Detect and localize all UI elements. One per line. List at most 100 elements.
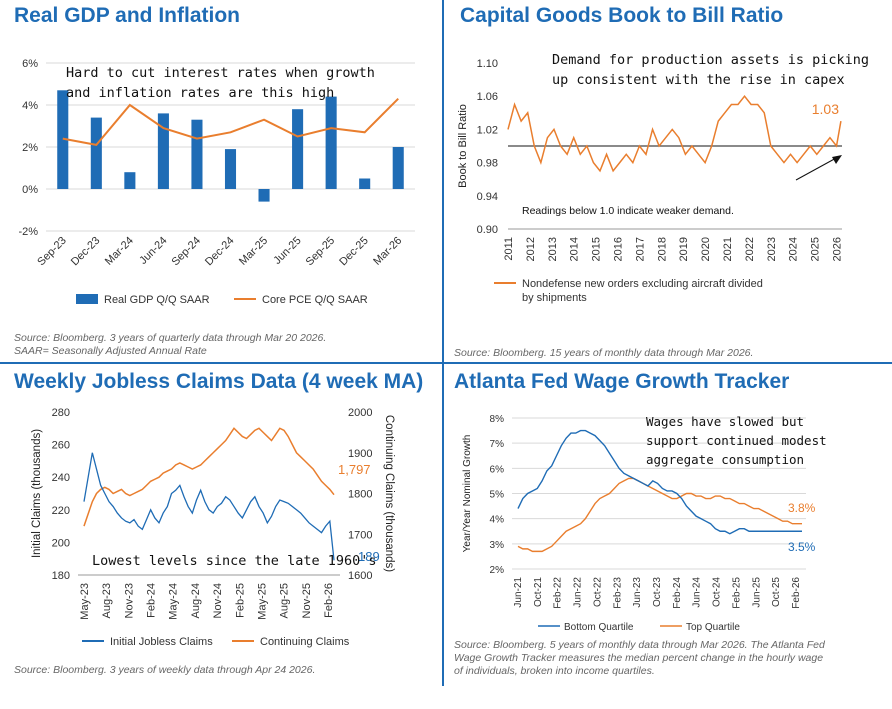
gdp-bar — [258, 189, 270, 202]
gdp-bar — [292, 109, 304, 189]
x-tick-label: Nov-23 — [123, 583, 135, 618]
x-tick-label: 2012 — [525, 237, 537, 261]
x-tick-label: Aug-25 — [279, 583, 291, 618]
y-tick-label: 0% — [22, 184, 38, 196]
x-tick-label: Sep-25 — [304, 235, 338, 269]
panel-source: Source: Bloomberg. 3 years of quarterly … — [14, 332, 326, 358]
panel-source: Source: Bloomberg. 5 years of monthly da… — [454, 639, 825, 678]
legend-label-gdp: Real GDP Q/Q SAAR — [104, 294, 210, 306]
x-tick-label: Feb-24 — [672, 577, 683, 609]
y-tick-label-left: 260 — [52, 440, 70, 452]
x-tick-label: 2015 — [591, 237, 603, 261]
annotation-text: aggregate consumption — [646, 452, 804, 467]
x-tick-label: Mar-25 — [237, 235, 270, 268]
panel-gdp-inflation: Real GDP and Inflation -2% 0% 2% 4% 6% Sep-23… — [0, 0, 446, 357]
arrow-line — [795, 156, 839, 181]
x-tick-label: 2020 — [700, 237, 712, 261]
x-tick-label: Feb-25 — [234, 583, 246, 618]
x-tick-label: Nov-25 — [301, 583, 313, 618]
x-tick-label: Jun-25 — [751, 577, 762, 608]
x-tick-label: 2021 — [722, 237, 734, 261]
x-tick-label: Nov-24 — [212, 583, 224, 618]
y-tick-label-left: 220 — [52, 505, 70, 517]
x-tick-label: Dec-25 — [337, 235, 371, 269]
y-tick-label-left: 240 — [52, 472, 70, 484]
annotation-text: support continued modest — [646, 433, 827, 448]
y-tick-label-left: 180 — [52, 570, 70, 582]
note-text: Readings below 1.0 indicate weaker deman… — [522, 205, 734, 217]
panel-source: Source: Bloomberg. 3 years of weekly dat… — [14, 664, 315, 677]
legend-label-top: Top Quartile — [686, 622, 740, 633]
x-tick-label: May-25 — [256, 583, 268, 620]
x-tick-label: Sep-23 — [35, 235, 69, 269]
y-tick-label-left: 200 — [52, 537, 70, 549]
y-tick-label: 7% — [490, 439, 505, 450]
y-tick-label: 1.06 — [477, 91, 498, 103]
panel-wage-growth: Atlanta Fed Wage Growth Tracker 2% 3% 4% 5%… — [446, 366, 892, 709]
x-tick-label: 2024 — [788, 237, 800, 261]
gdp-bar — [392, 147, 404, 189]
source-line: Source: Bloomberg. 15 years of monthly d… — [454, 347, 754, 359]
x-tick-label: Jun-24 — [137, 235, 169, 267]
wage-growth-chart: 2% 3% 4% 5% 6% 7% 8% Jun-21 Oct-21 Feb-22 Jun-22 Oc… — [462, 414, 827, 633]
gdp-bar — [191, 119, 203, 189]
y-axis-label: Book to Bill Ratio — [457, 104, 469, 188]
x-tick-label: 2023 — [766, 237, 778, 261]
gdp-bar — [224, 149, 237, 189]
y-tick-label: 6% — [22, 58, 38, 70]
source-line: of individuals, broken into income quart… — [454, 665, 655, 677]
x-tick-label: 2022 — [744, 237, 756, 261]
legend-swatch-gdp — [76, 294, 98, 304]
x-tick-label: Jun-23 — [632, 577, 643, 608]
gdp-inflation-chart: -2%0%2%4%6%Sep-23 Dec-23 Mar-24 Jun-24 Sep-2… — [18, 58, 415, 306]
y-axis-label-right: Continuing Claims (thousands) — [383, 415, 395, 572]
annotation-text: Wages have slowed but — [646, 414, 804, 429]
book-to-bill-line — [507, 94, 842, 173]
top-quartile-line — [517, 477, 802, 553]
x-tick-label: Dec-23 — [69, 235, 103, 269]
gdp-bar — [90, 117, 102, 189]
legend-label: Nondefense new orders excluding aircraft… — [522, 278, 763, 290]
y-tick-label: 3% — [490, 540, 505, 551]
y-tick-label: 6% — [490, 464, 505, 475]
panel-title: Weekly Jobless Claims Data (4 week MA) — [14, 370, 424, 393]
y-tick-label: 2% — [22, 142, 38, 154]
end-value-label-top: 3.8% — [788, 501, 816, 515]
x-tick-label: Feb-24 — [146, 583, 158, 618]
panel-jobless-claims: Weekly Jobless Claims Data (4 week MA) 1… — [0, 366, 446, 709]
y-tick-label: 0.94 — [477, 191, 498, 203]
vertical-divider — [442, 0, 444, 686]
y-tick-label: 0.98 — [477, 158, 498, 170]
x-tick-label: 2016 — [613, 237, 625, 261]
continuing-claims-line — [83, 427, 335, 527]
x-tick-label: May-24 — [168, 583, 180, 620]
panel-title: Atlanta Fed Wage Growth Tracker — [454, 370, 790, 393]
x-tick-label: Jun-25 — [271, 235, 303, 267]
arrow-head — [832, 155, 842, 164]
x-tick-label: Feb-22 — [553, 577, 564, 609]
legend-label-initial: Initial Jobless Claims — [110, 636, 213, 648]
legend-label: by shipments — [522, 292, 587, 304]
initial-claims-line — [83, 452, 335, 561]
source-line: Source: Bloomberg. 5 years of monthly da… — [454, 639, 825, 651]
x-tick-label: Oct-24 — [712, 577, 723, 607]
y-tick-label: 5% — [490, 490, 505, 501]
annotation-text: Lowest levels since the late 1960's — [92, 553, 376, 569]
x-tick-label: 2018 — [656, 237, 668, 261]
x-tick-label: May-23 — [79, 583, 91, 620]
x-tick-label: Aug-24 — [190, 583, 202, 618]
x-tick-label: Oct-22 — [592, 577, 603, 607]
x-tick-label: Jun-21 — [513, 577, 524, 608]
y-tick-label: 1.02 — [477, 124, 498, 136]
y-tick-label: -2% — [18, 226, 38, 238]
gdp-bar — [124, 172, 136, 189]
gdp-bar — [157, 113, 169, 189]
x-tick-label: Oct-25 — [771, 577, 782, 607]
panel-title: Real GDP and Inflation — [14, 4, 240, 27]
x-tick-label: Mar-24 — [103, 235, 136, 268]
x-tick-label: Sep-24 — [169, 235, 203, 269]
x-tick-label: Feb-25 — [731, 577, 742, 609]
jobless-claims-chart: 180 200 220 240 260 280 1600 1700 1800 1900 2000 Ma… — [31, 407, 395, 648]
y-tick-label-right: 2000 — [348, 407, 372, 419]
y-tick-label: 2% — [490, 565, 505, 576]
